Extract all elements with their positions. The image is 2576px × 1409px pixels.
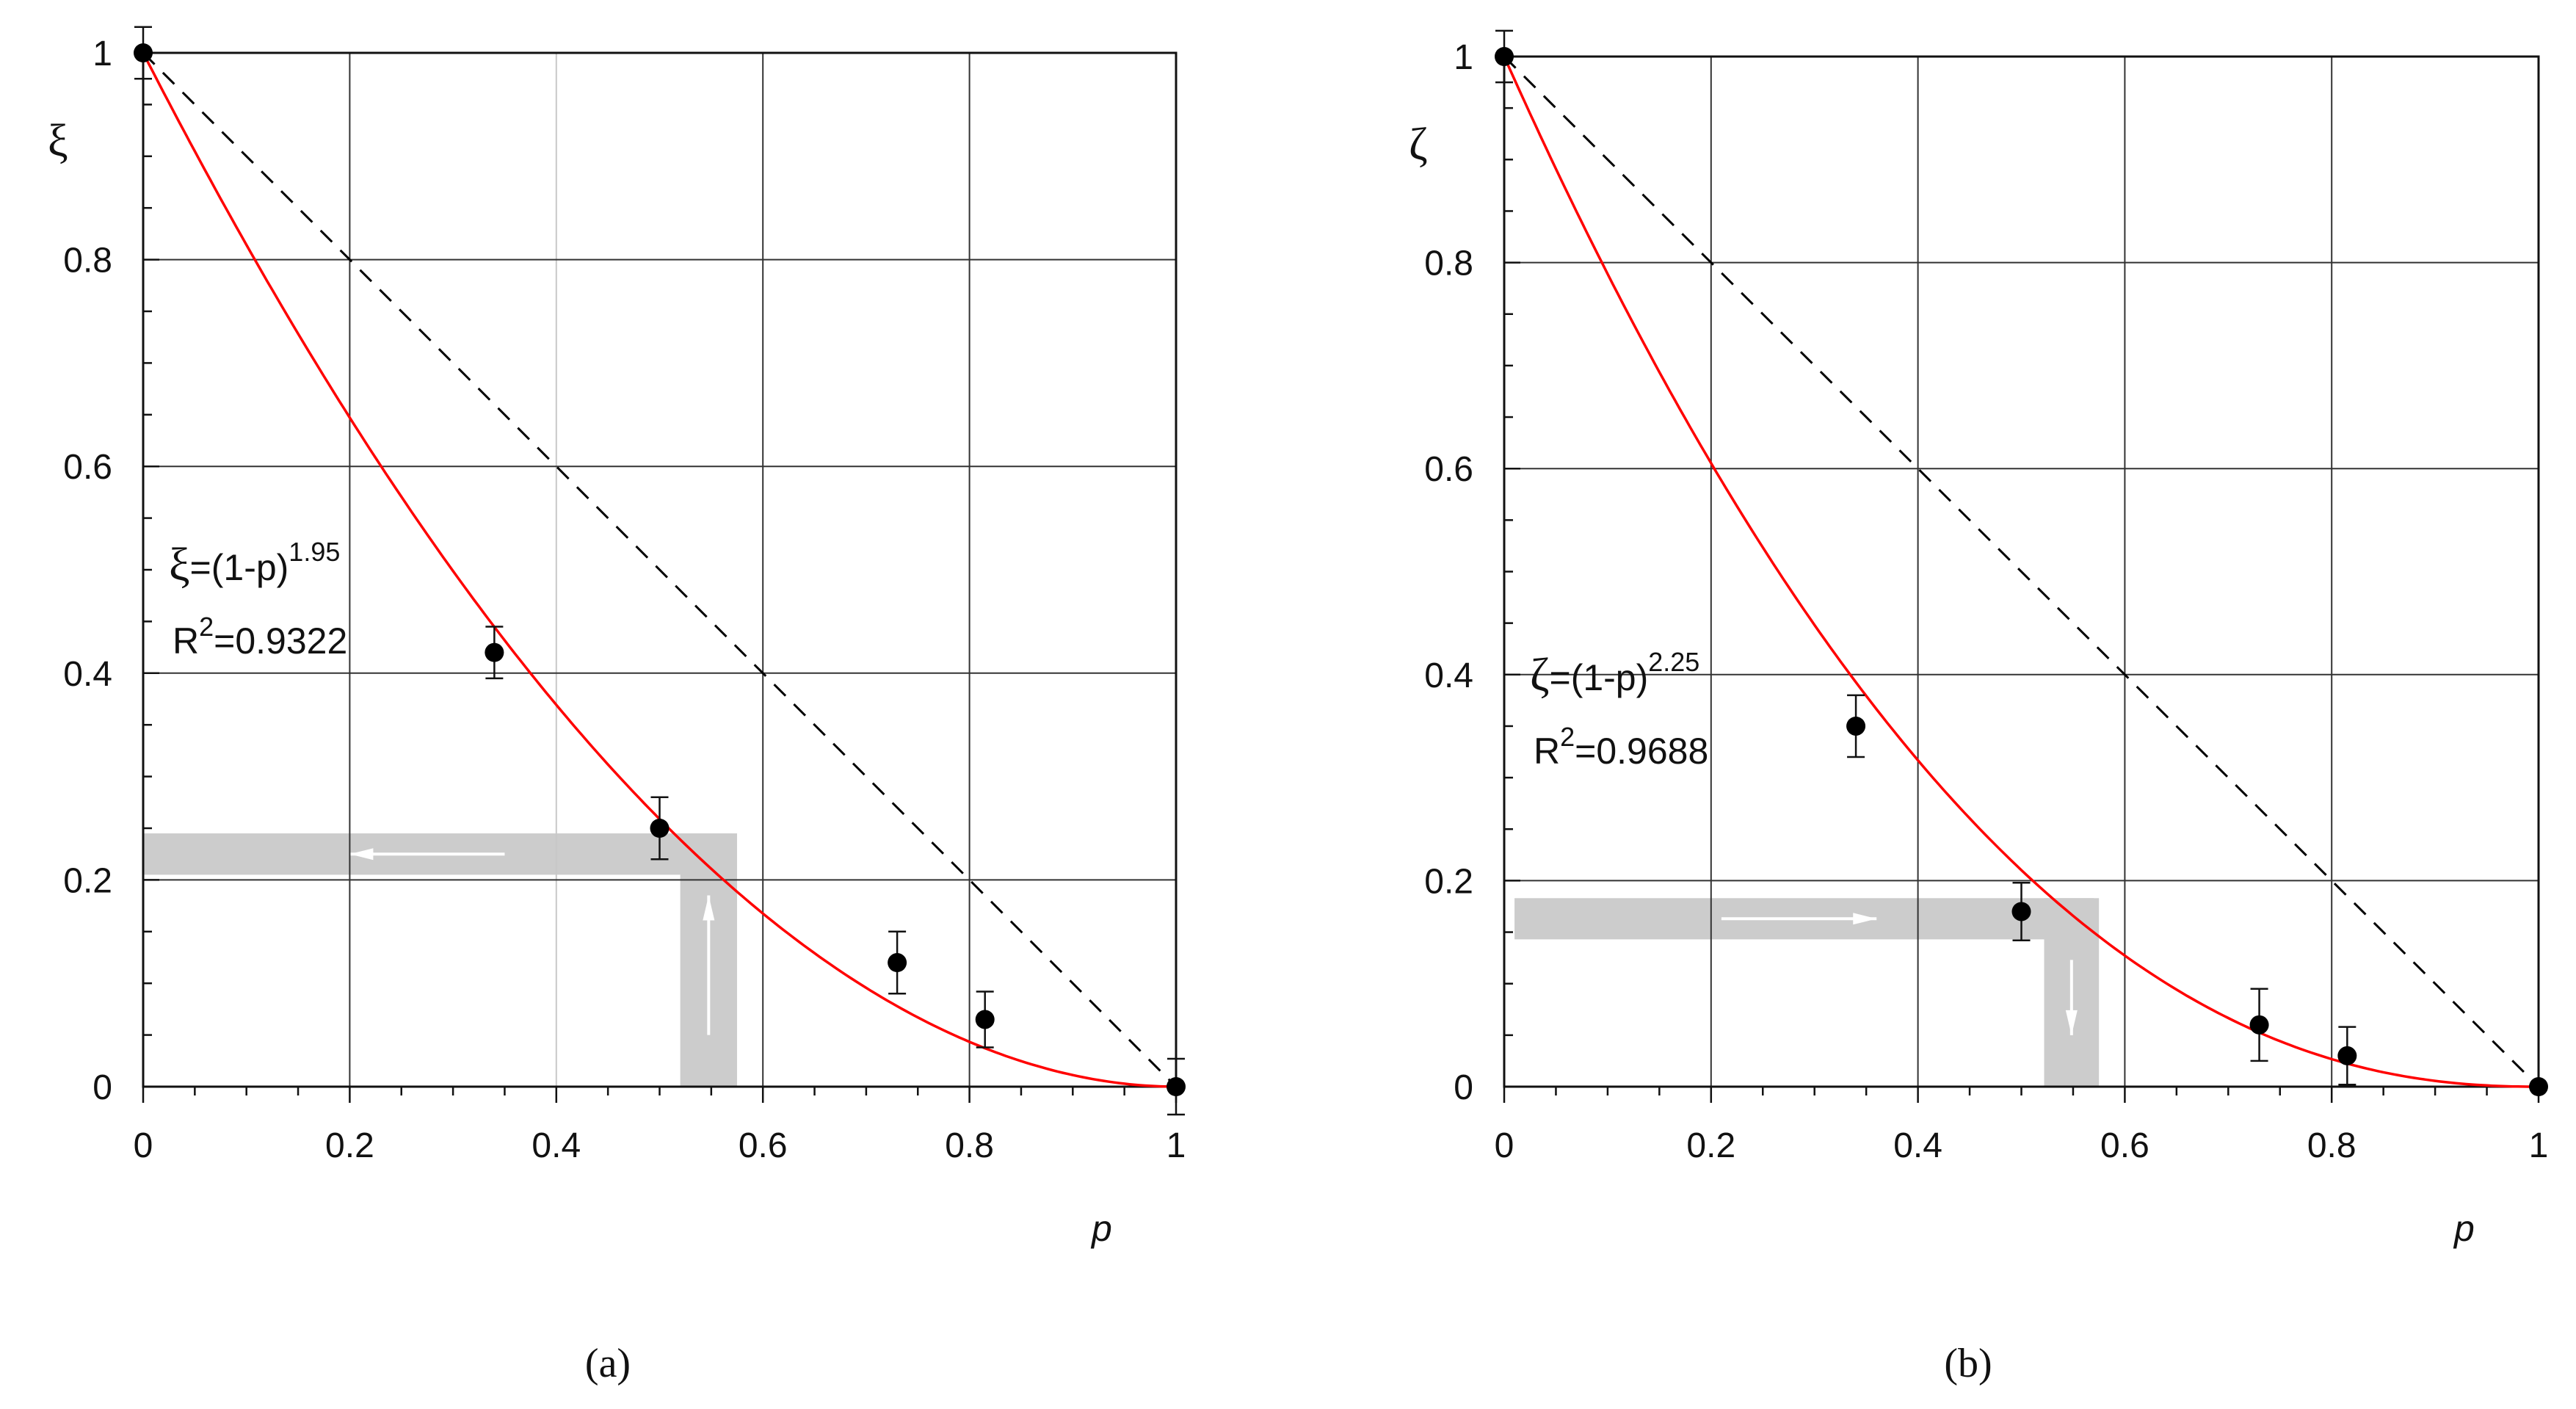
panel-a: 0 0.2 0.4 0.6 0.8 100.20.40.60.81 ξ p ξ=(1-p)… bbox=[48, 26, 1186, 1386]
x-tick-label: 0.8 bbox=[2307, 1126, 2357, 1165]
data-point bbox=[650, 819, 670, 838]
y-tick-label: 1 bbox=[1454, 38, 1473, 77]
y-tick-label: 0.4 bbox=[1424, 656, 1473, 695]
x-tick-label: 0.4 bbox=[531, 1126, 581, 1165]
data-point bbox=[2529, 1077, 2548, 1096]
data-point bbox=[975, 1010, 995, 1029]
r2-superscript: 2 bbox=[1560, 722, 1575, 752]
y-axis-label: ζ bbox=[1409, 120, 1428, 170]
data-point bbox=[1167, 1077, 1186, 1096]
panel-label: (b) bbox=[1944, 1341, 1992, 1386]
y-tick-label: 0.2 bbox=[63, 861, 112, 900]
h-arrow-head bbox=[349, 848, 374, 861]
data-point bbox=[2337, 1046, 2357, 1065]
x-tick-label: 0 bbox=[1495, 1126, 1514, 1165]
tick-labels: 0 0.2 0.4 0.6 0.8 1 0 0.2 0.4 0.6 0.8 1 bbox=[1424, 38, 2548, 1165]
v-arrow-head bbox=[2065, 1010, 2078, 1035]
data-point bbox=[888, 953, 907, 973]
data-points bbox=[134, 26, 1186, 1116]
fit-equation-rhs: =(1-p) bbox=[1550, 657, 1649, 698]
fit-equation: ζ=(1-p)2.25 bbox=[1530, 647, 1699, 700]
tick-marks bbox=[142, 51, 1178, 1103]
x-tick-label: 0.6 bbox=[739, 1126, 788, 1165]
highlight-bands bbox=[1514, 898, 2100, 1087]
r2-superscript: 2 bbox=[199, 612, 214, 642]
x-tick-label: 0.4 bbox=[1893, 1126, 1942, 1165]
data-point bbox=[1846, 716, 1866, 736]
data-points bbox=[1495, 29, 2548, 1096]
fit-r-squared: R2=0.9688 bbox=[1534, 722, 1708, 772]
highlight-bands bbox=[143, 833, 738, 1087]
y-axis-label: ξ bbox=[48, 116, 68, 166]
y-tick-label: 0.6 bbox=[1424, 450, 1473, 489]
v-arrow-head bbox=[703, 895, 715, 921]
x-tick-label: 0 bbox=[134, 1126, 153, 1165]
x-tick-label: 1 bbox=[1167, 1126, 1186, 1165]
y-tick-label: 0.6 bbox=[63, 448, 112, 487]
x-tick-label: 0.6 bbox=[2100, 1126, 2149, 1165]
x-tick-label: 1 bbox=[2529, 1126, 2549, 1165]
tick-labels: 0 0.2 0.4 0.6 0.8 1 0 0.2 0.4 0.6 0.8 1 bbox=[63, 35, 1186, 1165]
data-point bbox=[134, 43, 153, 62]
y-tick-label: 0 bbox=[1454, 1068, 1473, 1107]
fit-equation-exponent: 2.25 bbox=[1648, 647, 1699, 677]
x-tick-label: 0.8 bbox=[945, 1126, 994, 1165]
y-tick-label: 0.8 bbox=[63, 242, 112, 280]
r2-label: R bbox=[1534, 731, 1560, 772]
fit-equation-symbol: ξ bbox=[169, 538, 190, 590]
fit-r-squared: R2=0.9322 bbox=[173, 612, 347, 662]
x-tick-label: 0.2 bbox=[325, 1126, 374, 1165]
reference-line bbox=[142, 51, 1178, 1088]
fit-equation-rhs: =(1-p) bbox=[190, 547, 289, 588]
x-axis-label: p bbox=[1090, 1208, 1112, 1249]
r2-label: R bbox=[173, 620, 199, 662]
tick-marks bbox=[1503, 55, 2540, 1103]
data-point bbox=[1495, 47, 1514, 66]
panel-b: 0 0.2 0.4 0.6 0.8 100.20.40.60.81 ζ p ζ=(1-p)… bbox=[1409, 29, 2548, 1386]
y-tick-label: 1 bbox=[92, 35, 112, 73]
data-point bbox=[2249, 1015, 2269, 1035]
reference-line bbox=[1503, 55, 2540, 1088]
h-arrow-head bbox=[1853, 913, 1877, 925]
fit-equation-exponent: 1.95 bbox=[289, 537, 340, 567]
fit-equation-symbol: ζ bbox=[1530, 648, 1550, 700]
grid-lines bbox=[1504, 57, 2539, 1087]
r2-value: =0.9322 bbox=[214, 620, 347, 662]
y-tick-label: 0 bbox=[92, 1068, 112, 1107]
panel-label: (a) bbox=[585, 1341, 631, 1386]
y-tick-label: 0.2 bbox=[1424, 862, 1473, 901]
data-point bbox=[2011, 902, 2031, 921]
x-axis-label: p bbox=[2453, 1208, 2475, 1249]
fit-curve bbox=[1503, 56, 2539, 1088]
fit-equation: ξ=(1-p)1.95 bbox=[169, 537, 340, 590]
y-tick-label: 0.4 bbox=[63, 655, 112, 694]
data-point bbox=[485, 642, 504, 662]
r2-value: =0.9688 bbox=[1575, 731, 1708, 772]
y-tick-label: 0.8 bbox=[1424, 245, 1473, 283]
x-tick-label: 0.2 bbox=[1686, 1126, 1735, 1165]
